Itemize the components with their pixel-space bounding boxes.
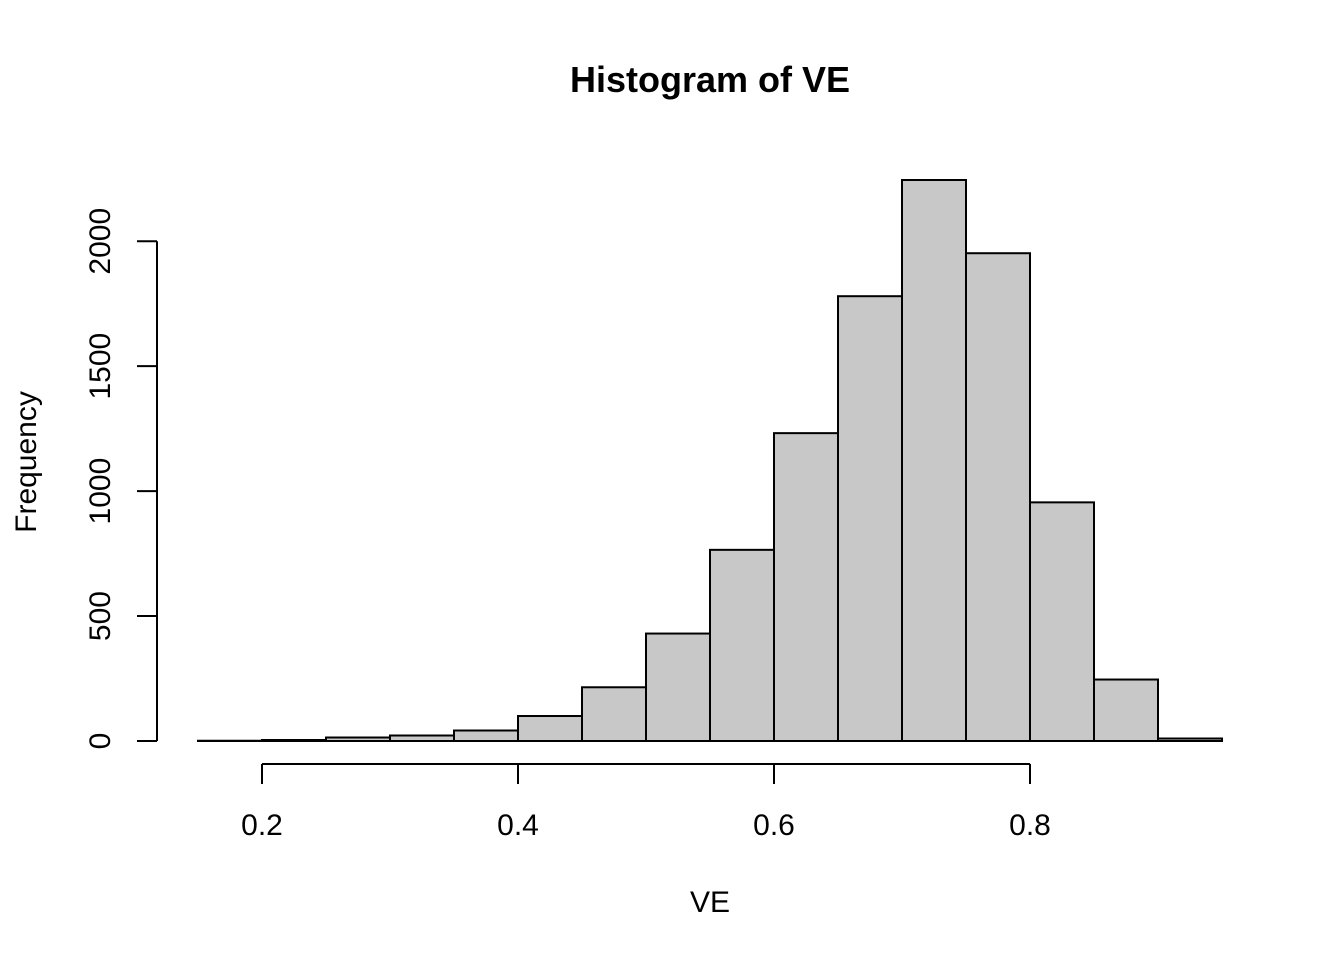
histogram-bar: [709, 548, 775, 743]
histogram-bar: [1093, 678, 1159, 743]
histogram-bar: [581, 686, 647, 743]
histogram-bar: [1157, 737, 1223, 742]
histogram-bar: [389, 734, 455, 742]
chart-title: Histogram of VE: [570, 59, 850, 100]
x-axis: 0.2 0.4 0.6 0.8: [241, 763, 1051, 842]
histogram-bar: [325, 736, 391, 742]
x-tick-label: 0.6: [753, 809, 795, 842]
histogram-bar: [645, 632, 711, 742]
histogram-bars: [197, 179, 1223, 743]
histogram-bar: [773, 432, 839, 742]
histogram-bar: [517, 715, 583, 743]
y-axis-label: Frequency: [10, 391, 43, 533]
histogram-bar: [837, 295, 903, 742]
histogram-bar: [965, 252, 1031, 742]
y-tick-label: 0: [84, 733, 117, 750]
x-tick-label: 0.8: [1009, 809, 1051, 842]
histogram-bar: [1029, 501, 1095, 742]
histogram-bar: [901, 179, 967, 742]
y-tick-label: 2000: [84, 208, 117, 275]
y-tick-label: 500: [84, 591, 117, 641]
x-tick-label: 0.4: [497, 809, 539, 842]
y-tick-label: 1000: [84, 458, 117, 525]
histogram-bar: [261, 739, 327, 742]
y-tick-label: 1500: [84, 333, 117, 400]
histogram-bar: [453, 729, 519, 742]
x-tick-label: 0.2: [241, 809, 283, 842]
x-axis-label: VE: [690, 886, 730, 919]
y-axis: 0 500 1000 1500 2000: [84, 208, 158, 750]
